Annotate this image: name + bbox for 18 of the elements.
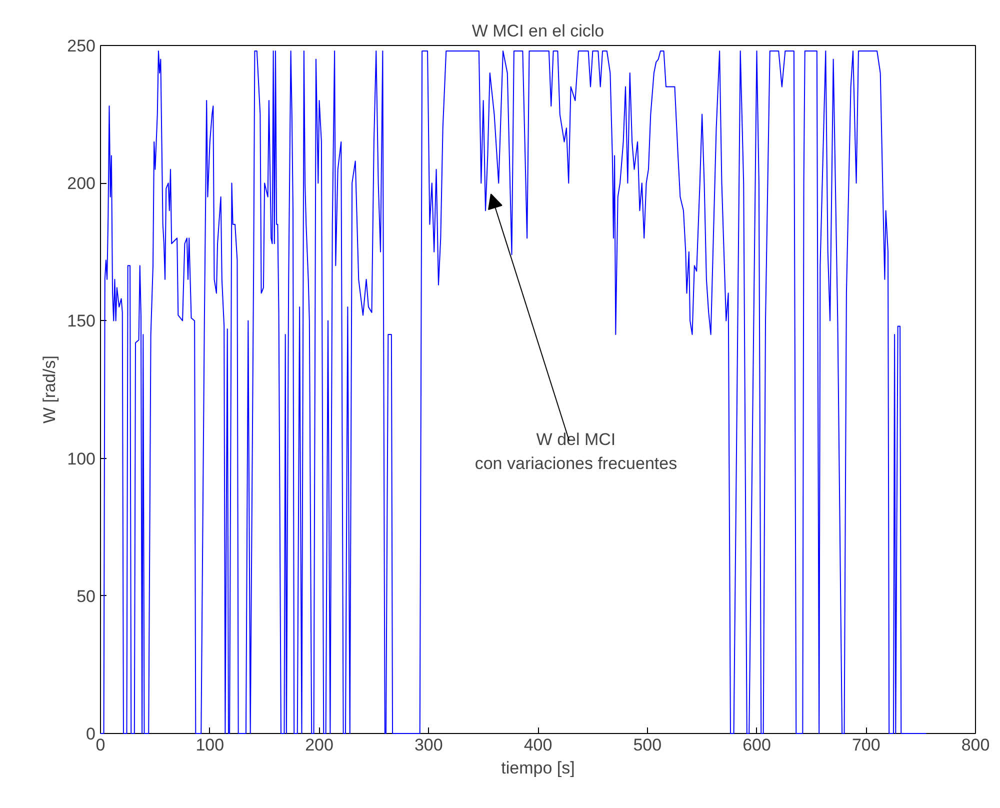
y-tick-label: 200 xyxy=(67,174,96,194)
line-series xyxy=(100,50,927,734)
x-tick-label: 700 xyxy=(852,736,880,754)
x-tick-label: 200 xyxy=(305,736,334,754)
y-axis-title: W [rad/s] xyxy=(40,355,60,424)
y-tick-label: 50 xyxy=(76,586,96,606)
y-tick-label: 100 xyxy=(67,449,96,468)
x-tick-label: 100 xyxy=(196,736,224,754)
x-tick-label: 400 xyxy=(524,736,552,754)
x-tick-label: 600 xyxy=(742,736,771,754)
x-tick-label: 500 xyxy=(633,736,662,754)
chart-title: W MCI en el ciclo xyxy=(472,22,604,40)
y-tick-label: 150 xyxy=(67,312,96,331)
y-tick-label: 250 xyxy=(67,36,96,56)
x-tick-label: 300 xyxy=(414,736,443,754)
x-axis-title: tiempo [s] xyxy=(501,758,575,778)
x-tick-label: 800 xyxy=(961,736,990,754)
annotation: W del MCI con variaciones frecuentes xyxy=(474,430,678,474)
